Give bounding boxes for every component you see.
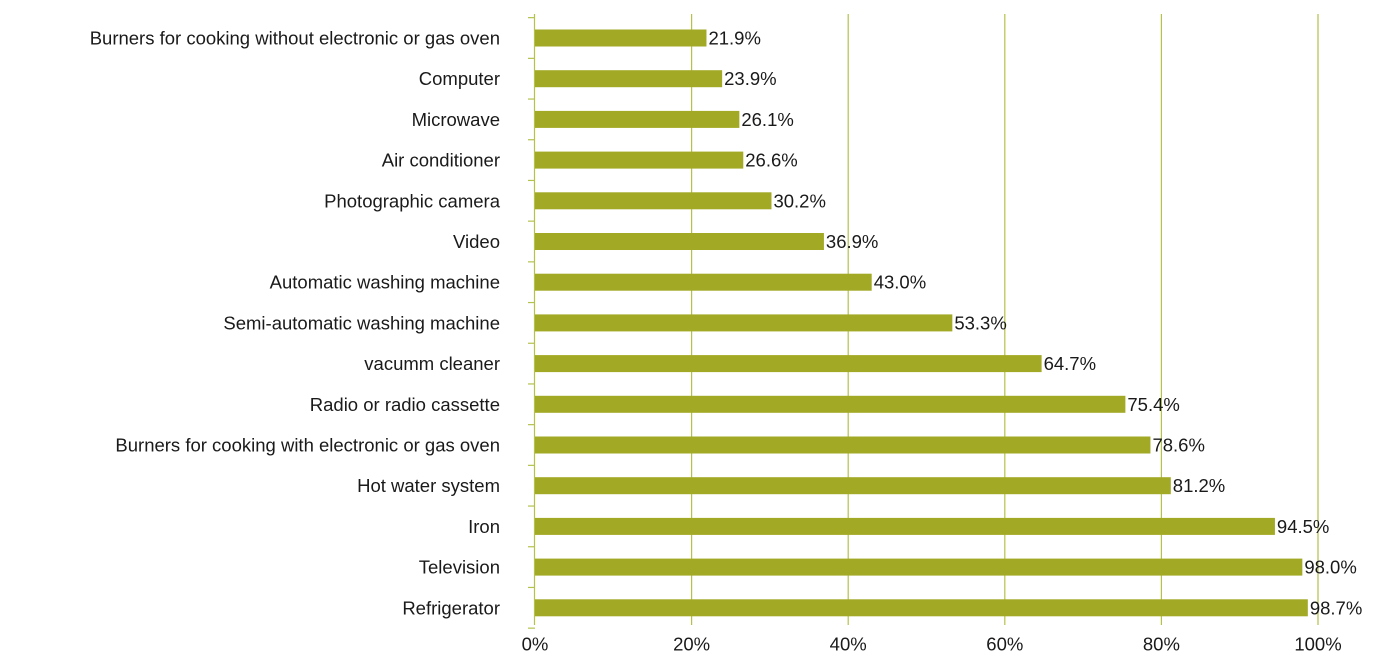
value-label: 98.0% (1304, 557, 1356, 578)
category-label: Video (453, 231, 500, 252)
category-label: Burners for cooking with electronic or g… (115, 435, 500, 456)
bars (535, 29, 1308, 617)
x-tick-label: 20% (673, 634, 710, 653)
category-label: Iron (468, 516, 500, 537)
value-label: 81.2% (1173, 475, 1225, 496)
value-label: 30.2% (773, 190, 825, 211)
x-tick-label: 40% (830, 634, 867, 653)
category-label: vacumm cleaner (364, 353, 500, 374)
value-labels: 21.9% 23.9% 26.1% 26.6% 30.2%36.9% 43.0% 53.3%… (708, 28, 1362, 619)
category-label: Radio or radio cassette (310, 394, 500, 415)
x-tick-label: 60% (986, 634, 1023, 653)
value-label: 94.5% (1277, 516, 1329, 537)
value-label: 26.1% (741, 109, 793, 130)
bar (535, 192, 772, 210)
bar (535, 599, 1308, 617)
bar (535, 477, 1171, 495)
x-tick-label: 0% (522, 634, 549, 653)
bar (535, 110, 740, 128)
value-label: 64.7% (1044, 353, 1096, 374)
category-label: Air conditioner (382, 150, 500, 171)
value-label: 53.3% (954, 312, 1006, 333)
x-tick-label: 100% (1294, 634, 1341, 653)
category-label: Automatic washing machine (270, 272, 500, 293)
x-tick-label: 80% (1143, 634, 1180, 653)
category-label: Microwave (412, 109, 500, 130)
category-label: Burners for cooking without electronic o… (90, 28, 500, 49)
category-label: Television (419, 557, 500, 578)
bar (535, 355, 1042, 373)
value-label: 75.4% (1127, 394, 1179, 415)
category-label: Photographic camera (324, 190, 501, 211)
bar (535, 273, 872, 291)
category-label: Hot water system (357, 475, 500, 496)
bar (535, 314, 953, 332)
bar (535, 233, 824, 250)
value-label: 21.9% (708, 28, 760, 49)
bar (535, 29, 707, 47)
category-label: Refrigerator (402, 597, 500, 618)
x-tick-labels: 0% 20% 40% 60% 80% 100% (522, 634, 1342, 653)
value-label: 23.9% (724, 68, 776, 89)
category-label: Computer (419, 68, 500, 89)
bar (535, 436, 1151, 454)
y-axis (528, 14, 536, 629)
bar (535, 151, 744, 169)
value-label: 43.0% (874, 272, 926, 293)
bar (535, 395, 1126, 413)
value-label: 78.6% (1152, 435, 1204, 456)
value-label: 98.7% (1310, 597, 1362, 618)
bar (535, 70, 723, 88)
category-label: Semi-automatic washing machine (223, 312, 500, 333)
category-labels: Burners for cooking without electronic o… (90, 28, 501, 619)
bar (535, 517, 1275, 535)
bar (535, 558, 1303, 576)
value-label: 36.9% (826, 231, 878, 252)
value-label: 26.6% (745, 150, 797, 171)
